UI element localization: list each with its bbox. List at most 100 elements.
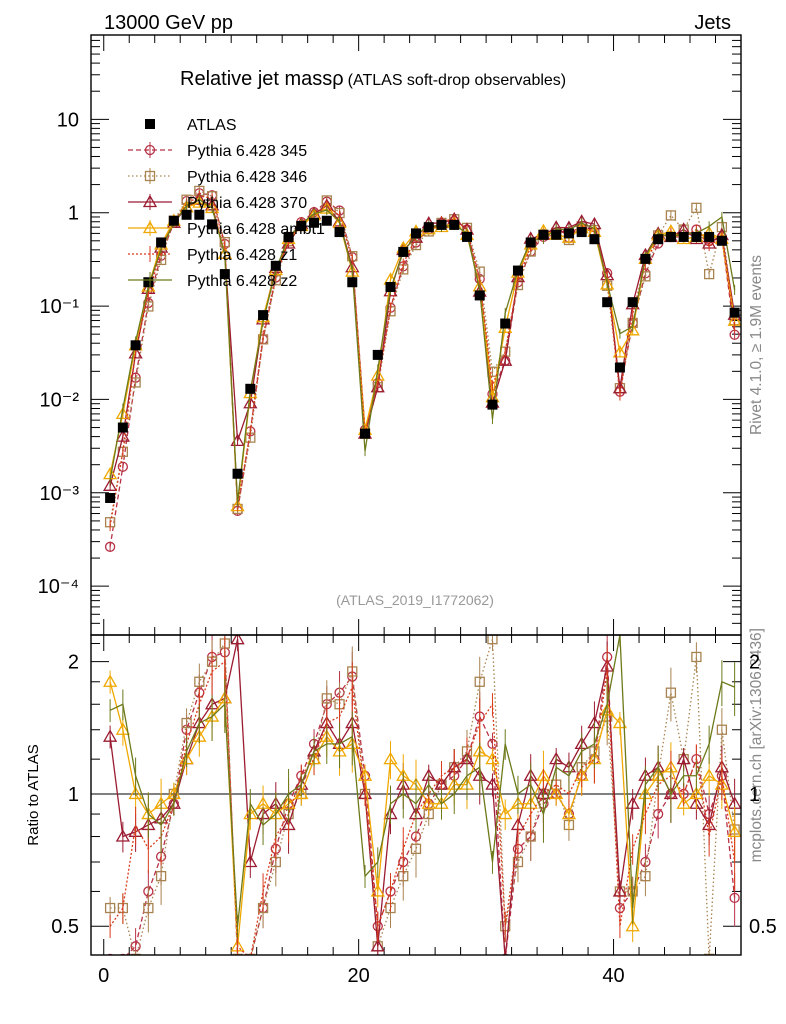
legend-marker-1 — [144, 144, 156, 156]
y-tick-label: 10 — [57, 109, 79, 131]
series-5-ratio-line — [109, 660, 736, 955]
series-2-ratio-point — [104, 902, 116, 914]
atlas-data-point — [704, 231, 715, 242]
legend-label-6: Pythia 6.428 z2 — [187, 273, 297, 290]
series-2-ratio-point — [155, 871, 167, 882]
atlas-data-point — [372, 349, 383, 360]
rivet-version-label: Rivet 4.1.0, ≥ 1.9M events — [748, 255, 765, 435]
x-tick-label: 40 — [602, 965, 624, 987]
atlas-data-point — [130, 340, 141, 351]
series-2-ratio-point — [665, 687, 677, 698]
legend-label-2: Pythia 6.428 346 — [187, 169, 307, 186]
atlas-data-point — [640, 253, 651, 264]
atlas-data-point — [678, 231, 689, 242]
series-4-ratio-point — [294, 786, 309, 800]
series-4-ratio-point — [689, 786, 704, 800]
legend-marker-4 — [142, 220, 158, 234]
atlas-data-point — [614, 362, 625, 373]
series-2-ratio-point — [474, 676, 485, 687]
atlas-data-point — [449, 219, 460, 230]
series-3-ratio-point — [612, 884, 628, 897]
atlas-data-point — [194, 209, 205, 220]
series-3-ratio-point — [243, 854, 258, 868]
series-4-ratio-point — [561, 806, 577, 820]
atlas-data-point — [576, 227, 587, 238]
series-1-ratio-point — [501, 953, 509, 955]
atlas-data-point — [627, 297, 638, 308]
series-6-ratio — [109, 635, 736, 939]
series-2-ratio-point — [703, 953, 715, 955]
chart-title: Relative jet massρ — [180, 68, 344, 90]
x-tick-label: 0 — [98, 965, 109, 987]
series-2-ratio-point — [640, 871, 651, 882]
atlas-data-point — [411, 228, 421, 239]
atlas-data-point — [563, 228, 574, 239]
series-4-ratio-point — [485, 751, 500, 765]
atlas-data-point — [538, 229, 549, 240]
series-1-ratio-line — [125, 651, 736, 955]
atlas-data-point — [168, 215, 179, 226]
series-4-ratio-point — [702, 768, 717, 781]
series-3-ratio-point — [370, 939, 385, 952]
series-4-main-point — [612, 345, 628, 358]
ratio-tick-label: 1 — [68, 784, 79, 806]
series-4-ratio-point — [383, 751, 398, 765]
series-1-ratio-point — [234, 953, 241, 955]
legend-label-5: Pythia 6.428 z1 — [187, 247, 297, 264]
atlas-data-point — [512, 265, 523, 276]
series-3-main-point — [102, 478, 118, 491]
series-2-main-point — [665, 210, 677, 221]
series-3-ratio-point — [485, 777, 500, 790]
y-tick-label: 10⁻³ — [40, 483, 80, 505]
series-3-main-point — [128, 346, 143, 359]
series-3-main-point — [281, 236, 296, 249]
analysis-watermark: (ATLAS_2019_I1772062) — [336, 592, 494, 608]
atlas-data-point — [461, 231, 472, 242]
atlas-data-point — [525, 237, 536, 248]
atlas-data-point — [270, 260, 281, 271]
series-4-ratio-point — [421, 796, 436, 809]
atlas-data-point — [117, 422, 128, 433]
series-3-main-point — [243, 395, 258, 409]
atlas-data-point — [398, 246, 409, 257]
legend-label-4: Pythia 6.428 ambt1 — [187, 221, 325, 238]
series-2-ratio-point — [245, 953, 256, 955]
y-tick-label: 10⁻⁴ — [38, 576, 79, 598]
series-2-ratio-point — [181, 717, 192, 729]
legend-label-1: Pythia 6.428 345 — [187, 143, 307, 160]
atlas-data-point — [474, 290, 485, 301]
series-6-main-line — [109, 198, 736, 502]
ratio-tick-label: 0.5 — [51, 916, 79, 938]
series-1-main-point — [104, 541, 116, 552]
ratio-tick-label-right: 0.5 — [749, 916, 777, 938]
atlas-data-point — [551, 229, 562, 240]
atlas-data-point — [347, 277, 358, 288]
series-4-main — [102, 195, 741, 512]
y-tick-label: 10⁻² — [40, 389, 80, 411]
atlas-data-point — [436, 219, 447, 230]
series-2-main-line — [109, 190, 736, 523]
series-4-main-point — [115, 406, 130, 420]
series-1-ratio-point — [729, 892, 740, 904]
series-2-main-point — [703, 268, 715, 280]
series-3-main-point — [115, 429, 130, 442]
series-3-ratio-point — [625, 796, 640, 809]
series-1-main-point — [117, 461, 129, 472]
series-4-ratio-point — [115, 722, 130, 735]
series-5-main-line — [109, 195, 736, 527]
series-4-ratio-point — [625, 918, 640, 932]
series-4-ratio-point — [128, 786, 143, 800]
atlas-data-point — [296, 221, 307, 232]
y-tick-label: 1 — [68, 203, 79, 225]
series-2-ratio-point — [130, 953, 141, 955]
atlas-data-point — [232, 468, 243, 479]
atlas-data-point — [589, 234, 600, 245]
atlas-data-point — [729, 307, 740, 318]
series-3-ratio-point — [115, 829, 130, 842]
series-1-ratio-point — [246, 953, 254, 955]
series-2-main-point — [640, 271, 651, 282]
atlas-data-point — [487, 399, 498, 410]
atlas-data-point — [691, 231, 702, 242]
atlas-data-point — [360, 428, 371, 439]
